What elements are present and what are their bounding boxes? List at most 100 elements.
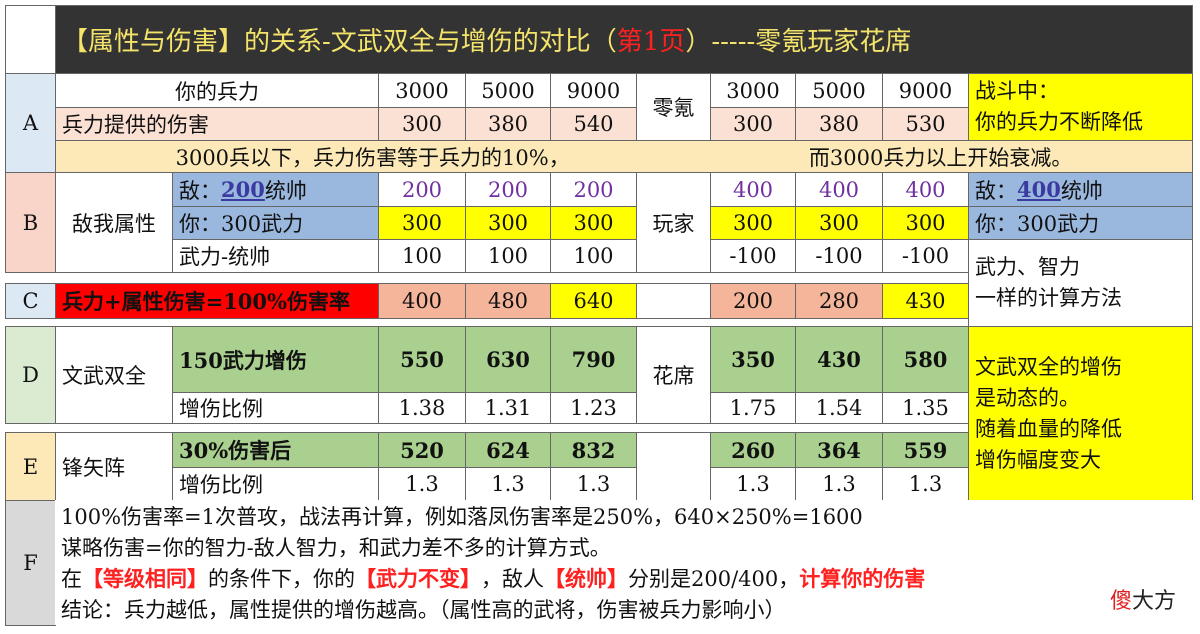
text-part: 【属性与伤害】的关系-文武双全与增伤的对比（ [62,27,617,57]
value-cell: 1.23 [550,392,637,424]
label-cell: 锋矢阵 [55,432,173,501]
text-line: 增伤幅度变大 [975,447,1101,472]
value-cell: 300 [795,206,883,240]
row-label: D [5,326,56,424]
text-part: 【统帅】 [544,566,628,591]
value-cell: 300 [378,107,466,141]
value-cell: 100 [378,239,466,273]
value-cell: 1.3 [378,467,466,501]
value-cell: 300 [378,206,466,240]
text-part: 【武力不变】 [355,566,481,591]
value-cell: 1.3 [795,467,883,501]
blank-cell [636,283,711,319]
side-note: 武力、智力一样的计算方法 [968,239,1193,327]
text-line: 武力、智力 [975,255,1080,279]
value-cell: -100 [882,239,969,273]
value-cell: 380 [465,107,551,141]
value-cell: 5000 [465,73,551,108]
text-line: 战斗中： [975,79,1059,103]
side-note: 文武双全的增伤 是动态的。 随着血量的降低 增伤幅度变大 [968,326,1193,501]
text-part: ，敌人 [481,567,544,591]
value-cell: 1.3 [465,467,551,501]
text-part: 计算你的伤害 [799,566,926,591]
value-cell: 1.31 [465,392,551,424]
value-cell: 3000 [710,73,796,108]
value-cell: 100 [550,239,637,273]
label-cell: 增伤比例 [172,467,379,501]
text-line: 你的兵力不断降低 [975,110,1143,134]
side-note: 战斗中： 你的兵力不断降低 [968,73,1193,141]
value-cell: 1.75 [710,392,796,424]
value-cell: -100 [795,239,883,273]
value-cell: 430 [795,326,883,393]
value-cell: 5000 [795,73,883,108]
label-cell: 你：300武力 [172,206,379,240]
label-cell: 兵力+属性伤害=100%伤害率 [55,283,379,319]
row-label: E [5,432,56,501]
value-cell: 400 [882,172,969,207]
row-label: B [5,172,56,273]
blank-cell [636,432,711,501]
value-cell: 200 [378,172,466,207]
text-line: 随着血量的降低 [975,416,1122,441]
text-line: 100%伤害率=1次普攻，战法再计算，例如落凤伤害率是250%，640×250%… [55,500,1193,532]
value-cell: 200 [550,172,637,207]
group-cell: 玩家 [636,172,711,273]
text-part: 结论：兵力越低，属性提供的增伤越高。（属性高的武将，伤害被兵力影响小） [61,598,786,622]
value-cell: 260 [710,432,796,468]
group-cell: 零氪 [636,73,711,141]
label-cell: 敌我属性 [55,172,173,273]
text-line: 在【等级相同】 的条件下，你的 【武力不变】 ，敌人 【统帅】 分别是200/400， 计算… [55,562,1193,594]
label-cell: 敌： 200 统帅 [172,172,379,207]
text-part: 200 [221,177,265,202]
text-part: 敌： [975,178,1017,203]
value-cell: 280 [795,283,883,319]
value-cell: 300 [710,107,796,141]
text-line: 一样的计算方法 [975,286,1122,310]
label-cell: 武力-统帅 [172,239,379,273]
label-cell: 文武双全 [55,326,173,424]
value-cell: 300 [882,206,969,240]
value-cell: 400 [378,283,466,319]
text-part: 统帅 [1060,178,1103,203]
side-cell: 敌： 400 统帅 [968,172,1193,207]
text-line: 结论：兵力越低，属性提供的增伤越高。（属性高的武将，伤害被兵力影响小） [55,593,1193,625]
value-cell: 9000 [550,73,637,108]
value-cell: 832 [550,432,637,468]
text-part: 400 [1017,177,1061,202]
value-cell: 790 [550,326,637,393]
label-cell: 30%伤害后 [172,432,379,468]
value-cell: 100 [465,239,551,273]
text-part: 的条件下，你的 [208,567,355,591]
text-part: 而3000兵力以上开始衰减。 [808,145,1073,170]
value-cell: 550 [378,326,466,393]
row-label: C [5,283,56,319]
value-cell: 400 [710,172,796,207]
label-cell: 150武力增伤 [172,326,379,393]
value-cell: 350 [710,326,796,393]
value-cell: 624 [465,432,551,468]
label-cell: 增伤比例 [172,392,379,424]
value-cell: 430 [882,283,969,319]
label-cell: 兵力提供的伤害 [55,107,379,141]
value-cell: 400 [795,172,883,207]
side-cell: 你：300武力 [968,206,1193,240]
text-part: 100%伤害率=1次普攻，战法再计算，例如落凤伤害率是250%，640×250%… [61,505,863,529]
value-cell: 1.3 [710,467,796,501]
text-line: 文武双全的增伤 [975,354,1122,379]
value-cell: 3000 [378,73,466,108]
value-cell: 1.38 [378,392,466,424]
title: 【属性与伤害】的关系-文武双全与增伤的对比（ 第1页 ）-----零氪玩家花席 [55,5,1193,74]
value-cell: 540 [550,107,637,141]
text-part: 谋略伤害=你的智力-敌人智力，和武力差不多的计算方式。 [61,536,611,560]
value-cell: 530 [882,107,969,141]
value-cell: 364 [795,432,883,468]
group-cell: 花席 [636,326,711,424]
text-part: 第1页 [616,27,686,57]
text-part: 傻 [1110,589,1133,614]
text-part: 敌： [179,178,221,203]
value-cell: 9000 [882,73,969,108]
text-part: 大方 [1132,589,1177,614]
watermark: 傻大方 [1110,583,1176,615]
